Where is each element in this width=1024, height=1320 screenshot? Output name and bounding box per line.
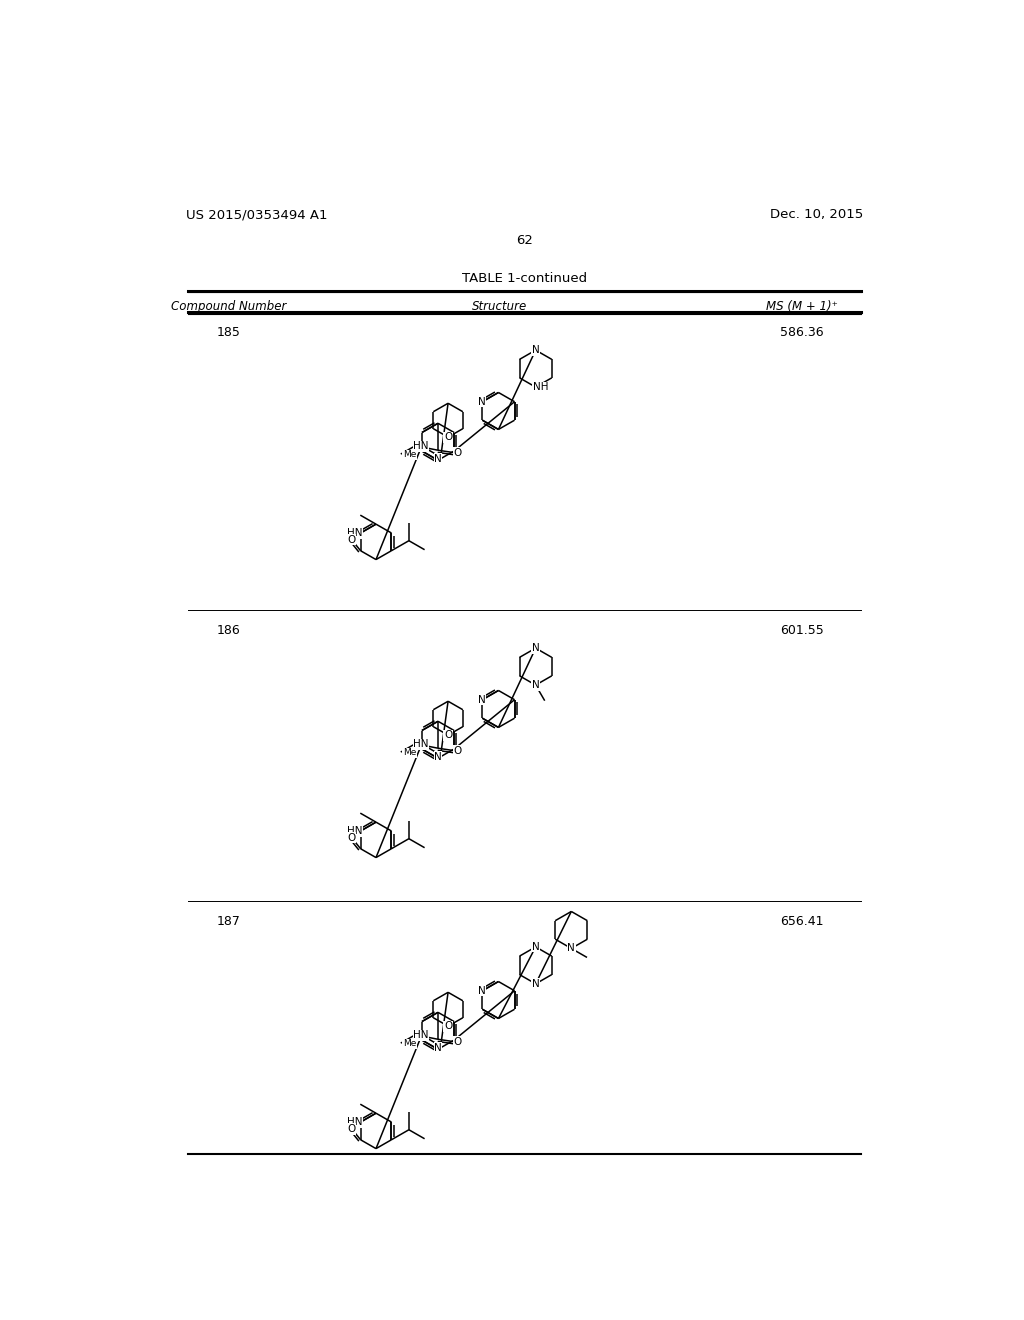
Text: 656.41: 656.41	[780, 915, 824, 928]
Text: Me: Me	[402, 450, 416, 459]
Text: HN: HN	[346, 528, 362, 539]
Text: HN: HN	[346, 826, 362, 836]
Text: N: N	[477, 694, 485, 705]
Text: N: N	[567, 944, 575, 953]
Text: Dec. 10, 2015: Dec. 10, 2015	[770, 209, 863, 222]
Text: N: N	[434, 454, 442, 463]
Text: 185: 185	[217, 326, 241, 339]
Text: 186: 186	[217, 624, 241, 638]
Text: O: O	[347, 1125, 355, 1134]
Text: N: N	[477, 986, 485, 995]
Text: 187: 187	[217, 915, 241, 928]
Text: Compound Number: Compound Number	[171, 300, 287, 313]
Text: O: O	[347, 833, 355, 843]
Text: HN: HN	[414, 739, 429, 750]
Text: N: N	[531, 942, 540, 952]
Text: N: N	[477, 397, 485, 407]
Text: 601.55: 601.55	[780, 624, 824, 638]
Text: HN: HN	[414, 1031, 429, 1040]
Text: TABLE 1-continued: TABLE 1-continued	[462, 272, 588, 285]
Text: O: O	[454, 447, 462, 458]
Text: N: N	[434, 1043, 442, 1053]
Text: N: N	[434, 751, 442, 762]
Text: Structure: Structure	[472, 300, 527, 313]
Text: O: O	[444, 730, 453, 741]
Text: O: O	[444, 432, 453, 442]
Text: HN: HN	[414, 441, 429, 451]
Text: N: N	[531, 680, 540, 690]
Text: NH: NH	[532, 381, 548, 392]
Text: O: O	[444, 1022, 453, 1031]
Text: HN: HN	[346, 1117, 362, 1127]
Text: N: N	[531, 345, 540, 355]
Text: O: O	[454, 1036, 462, 1047]
Text: US 2015/0353494 A1: US 2015/0353494 A1	[186, 209, 328, 222]
Text: O: O	[454, 746, 462, 755]
Text: 586.36: 586.36	[780, 326, 824, 339]
Text: O: O	[347, 535, 355, 545]
Text: N: N	[531, 979, 540, 989]
Text: 62: 62	[516, 234, 534, 247]
Text: N: N	[531, 643, 540, 653]
Text: Me: Me	[402, 748, 416, 758]
Text: Me: Me	[402, 1039, 416, 1048]
Text: MS (M + 1)⁺: MS (M + 1)⁺	[766, 300, 839, 313]
